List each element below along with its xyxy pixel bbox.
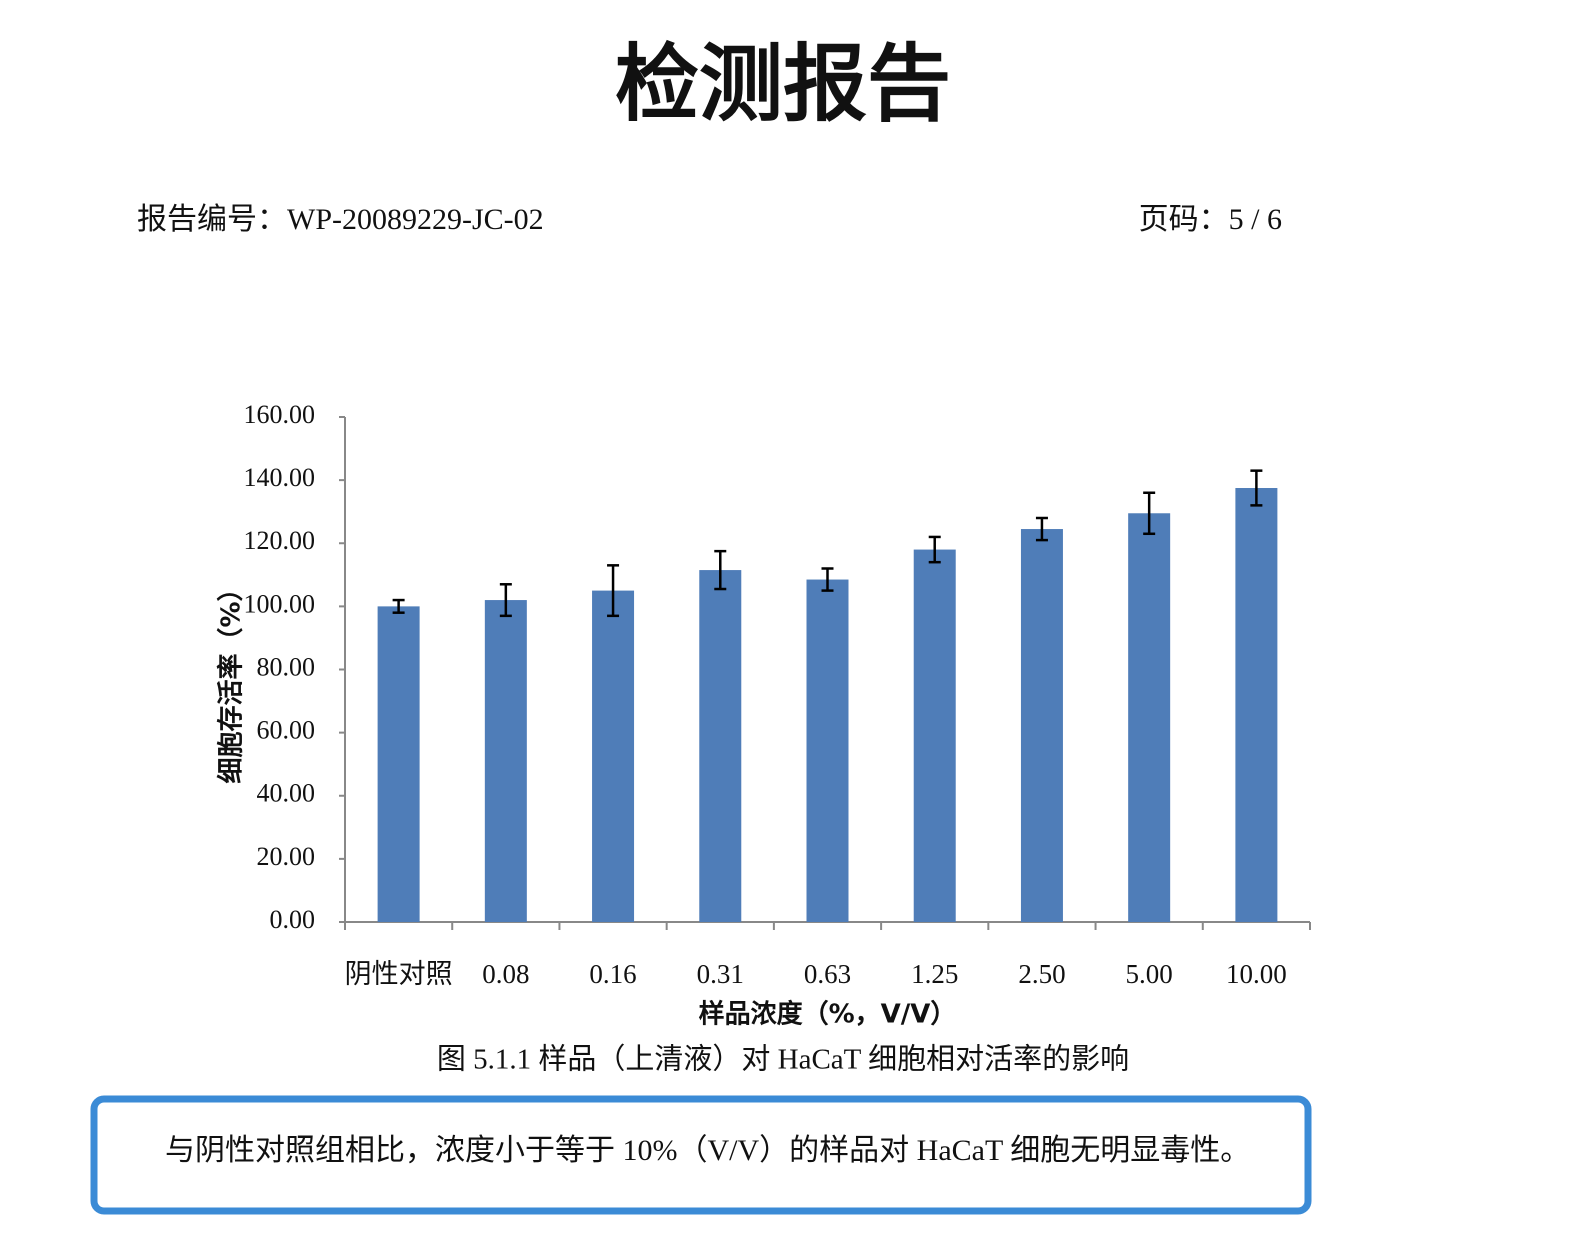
conclusion-text: 与阴性对照组相比，浓度小于等于 10%（V/V）的样品对 HaCaT 细胞无明显…	[165, 1134, 1250, 1167]
x-tick-label: 10.00	[1226, 959, 1287, 989]
bar	[377, 606, 420, 922]
y-tick-label: 0.00	[270, 905, 316, 934]
x-tick-label: 0.08	[482, 959, 529, 989]
bar	[1235, 488, 1278, 922]
page-number: 页码：5 / 6	[1139, 203, 1282, 236]
bar	[699, 570, 742, 922]
y-tick-label: 80.00	[257, 652, 316, 681]
y-tick-label: 60.00	[257, 716, 316, 745]
x-tick-label: 5.00	[1126, 959, 1173, 989]
y-axis-title: 细胞存活率（%）	[216, 575, 247, 783]
x-tick-label: 0.31	[697, 959, 744, 989]
x-tick-label: 2.50	[1018, 959, 1065, 989]
bar	[1128, 513, 1171, 922]
bar	[484, 600, 527, 922]
x-tick-label: 1.25	[911, 959, 958, 989]
report-title: 检测报告	[615, 35, 951, 133]
report-number: 报告编号：WP-20089229-JC-02	[137, 203, 544, 236]
bar	[592, 590, 635, 922]
x-tick-label: 阴性对照	[345, 959, 453, 989]
x-tick-label: 0.16	[589, 959, 636, 989]
figure-caption: 图 5.1.1 样品（上清液）对 HaCaT 细胞相对活率的影响	[437, 1043, 1129, 1076]
y-tick-label: 140.00	[244, 463, 316, 492]
x-tick-label: 0.63	[804, 959, 851, 989]
y-tick-label: 20.00	[257, 842, 316, 871]
y-tick-label: 40.00	[257, 779, 316, 808]
x-axis-title: 样品浓度（%，V/V）	[699, 999, 957, 1030]
chart: 0.00 20.00 40.00 60.00 80.00 100.00 120.00 140.…	[216, 400, 1311, 1030]
y-tick-label: 100.00	[244, 589, 316, 618]
bar	[913, 549, 956, 922]
bar	[806, 579, 849, 922]
y-tick-label: 160.00	[244, 400, 316, 429]
y-tick-label: 120.00	[244, 526, 316, 555]
bar	[1020, 529, 1063, 922]
conclusion-box	[90, 1095, 1312, 1215]
